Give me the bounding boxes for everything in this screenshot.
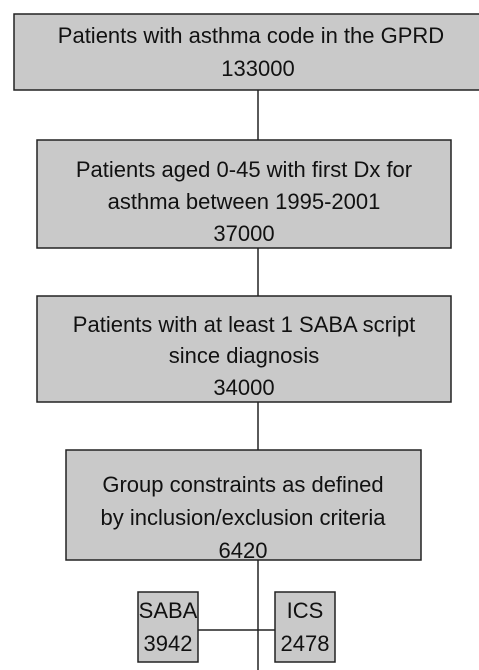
box-text: Patients with at least 1 SABA script [73, 312, 415, 337]
box [13, 13, 479, 91]
box-text: SABA [139, 598, 198, 623]
box-text: by inclusion/exclusion criteria [101, 505, 387, 530]
box-text: Group constraints as defined [102, 472, 383, 497]
box-text: 6420 [219, 538, 268, 563]
box [36, 295, 452, 403]
box-text: asthma between 1995-2001 [108, 189, 381, 214]
box [137, 591, 199, 663]
box [36, 139, 452, 249]
box-text: 37000 [213, 221, 274, 246]
box-text: Patients aged 0-45 with first Dx for [76, 157, 412, 182]
box-text: since diagnosis [169, 343, 319, 368]
box-text: ICS [287, 598, 324, 623]
box [65, 449, 422, 561]
box-text: 133000 [221, 56, 294, 81]
box [274, 591, 336, 663]
box-text: 2478 [281, 631, 330, 656]
box-text: Patients with asthma code in the GPRD [58, 23, 444, 48]
box-text: 3942 [144, 631, 193, 656]
box-text: 34000 [213, 375, 274, 400]
